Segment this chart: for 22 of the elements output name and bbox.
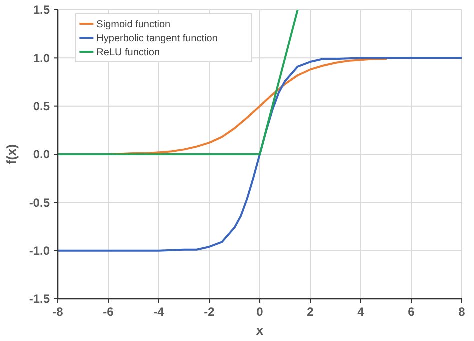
- line-series: [58, 57, 462, 252]
- y-tick-label: 0.5: [33, 100, 50, 114]
- x-tick-label: 4: [358, 305, 365, 319]
- y-tick-label: -1.5: [29, 292, 50, 306]
- x-tick-label: -8: [52, 305, 64, 319]
- x-axis-title: x: [256, 323, 264, 338]
- y-tick-label: 1.5: [33, 3, 50, 18]
- x-tick-label: -6: [103, 305, 114, 319]
- x-tick-label: 6: [408, 305, 416, 319]
- x-tick-label: 2: [307, 305, 314, 319]
- y-tick-label: 0.0: [33, 148, 50, 162]
- x-tick-label: -2: [204, 305, 216, 319]
- x-tick-label: 8: [458, 305, 466, 319]
- legend-label: ReLU function: [96, 48, 160, 58]
- x-tick-label: -4: [154, 305, 165, 319]
- y-tick-label: 1.0: [33, 51, 50, 66]
- x-tick-label: 0: [256, 305, 264, 319]
- legend-label: Hyperbolic tangent function: [96, 34, 218, 44]
- y-axis-title: f(x): [4, 144, 19, 165]
- y-tick-label: -0.5: [29, 196, 50, 210]
- y-tick-label: -1.0: [29, 244, 50, 258]
- legend-label: Sigmoid function: [96, 20, 171, 30]
